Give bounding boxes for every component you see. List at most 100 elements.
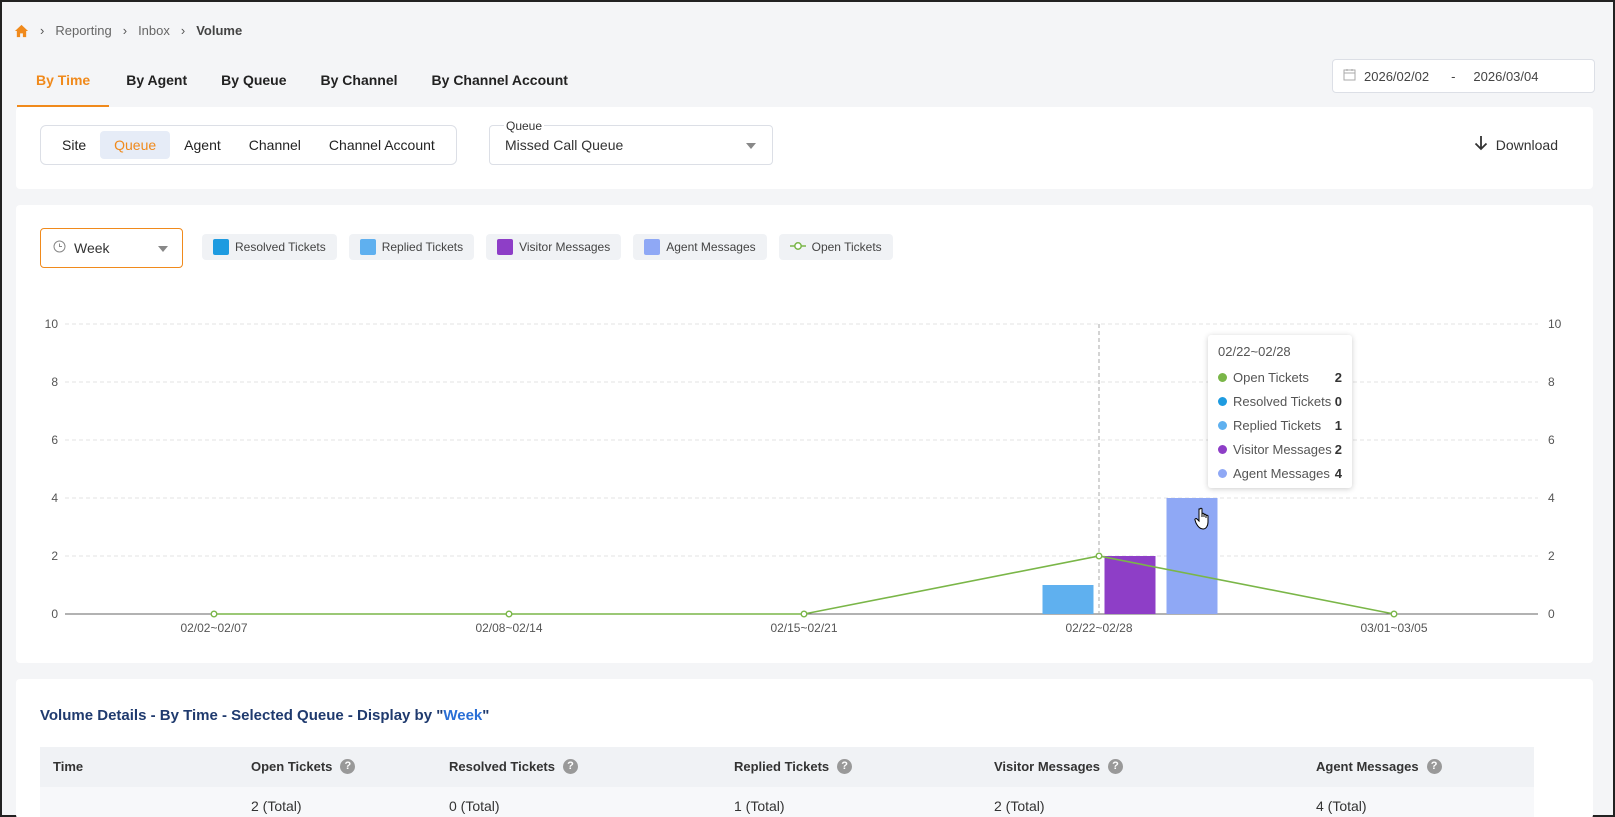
date-start[interactable]: 2026/02/02 [1364,68,1430,84]
queue-select-label: Queue [504,119,545,133]
series-dot [1218,396,1227,406]
legend-swatch [359,239,376,255]
date-separator: - [1451,68,1456,84]
tooltip-value: 2 [1334,441,1342,457]
legend-label: Agent Messages [666,240,756,254]
chart-tooltip: 02/22~02/28 Open Tickets 2 Resolved Tick… [1208,335,1352,488]
series-dot [1218,420,1227,430]
tab-by-time[interactable]: By Time [17,67,110,107]
breadcrumb-reporting[interactable]: Reporting [55,23,112,38]
details-title-period: Week [443,707,483,724]
scope-selector: Site Queue Agent Channel Channel Account [40,125,457,165]
legend-open-tickets[interactable]: Open Tickets [778,234,893,260]
legend-swatch [213,239,229,255]
data-point [210,610,218,618]
bar [1166,498,1218,614]
home-icon[interactable] [14,24,29,38]
filter-panel: Site Queue Agent Channel Channel Account… [16,107,1593,189]
legend-label: Replied Tickets [381,240,464,254]
scope-queue[interactable]: Queue [100,131,171,159]
help-icon[interactable]: ? [562,759,578,774]
legend-agent-messages[interactable]: Agent Messages [633,234,767,260]
hand-cursor-icon [1194,507,1212,536]
column-header-visitor-messages: Visitor Messages? [994,759,1123,774]
period-select[interactable]: Week [40,228,183,268]
column-header-label: Time [53,759,84,774]
scope-agent[interactable]: Agent [184,137,221,153]
y-tick-label-left: 6 [51,433,58,447]
details-title: Volume Details - By Time - Selected Queu… [40,707,489,724]
download-button[interactable]: Download [1474,135,1558,154]
scope-site[interactable]: Site [62,137,87,153]
column-header-agent-messages: Agent Messages? [1316,759,1442,774]
chevron-right-icon: › [122,23,128,38]
breadcrumb-inbox[interactable]: Inbox [138,23,170,38]
legend-resolved-tickets[interactable]: Resolved Tickets [202,234,337,260]
tooltip-row: Visitor Messages 2 [1218,437,1342,461]
calendar-icon [1343,68,1356,84]
series-dot [1218,444,1227,454]
legend-swatch [644,239,661,255]
caret-down-icon [746,143,756,149]
data-point [800,610,808,618]
date-range-picker[interactable]: 2026/02/02 - 2026/03/04 [1332,59,1595,93]
tooltip-value: 2 [1334,369,1342,385]
tooltip-label: Open Tickets [1233,369,1309,385]
cell-open-tickets: 2 (Total) [251,798,302,814]
legend-label: Open Tickets [811,240,882,254]
column-header-resolved-tickets: Resolved Tickets? [449,759,578,774]
tooltip-row: Resolved Tickets 0 [1218,389,1342,413]
help-icon[interactable]: ? [1107,759,1123,774]
x-tick-label: 02/02~02/07 [180,621,247,635]
download-arrow-icon [1474,135,1496,154]
download-label: Download [1495,136,1558,153]
details-title-prefix: Volume Details - By Time - Selected Queu… [40,707,444,724]
column-header-replied-tickets: Replied Tickets? [734,759,853,774]
scope-channel[interactable]: Channel [248,137,301,153]
column-header-label: Resolved Tickets [449,759,555,774]
legend-swatch [497,239,514,255]
tooltip-label: Visitor Messages [1233,441,1332,457]
table-row-total: 2 (Total) 0 (Total) 1 (Total) 2 (Total) … [40,787,1534,817]
bar [1104,556,1156,614]
tab-by-queue[interactable]: By Queue [221,72,287,88]
chevron-right-icon: › [180,23,186,38]
x-tick-label: 03/01~03/05 [1360,621,1427,635]
tooltip-label: Resolved Tickets [1233,393,1332,409]
queue-select-value: Missed Call Queue [505,137,624,153]
report-tabs: By Time By Agent By Queue By Channel By … [17,67,585,107]
legend-visitor-messages[interactable]: Visitor Messages [486,234,622,260]
tooltip-title: 02/22~02/28 [1218,344,1291,359]
help-icon[interactable]: ? [837,759,853,774]
cell-resolved-tickets: 0 (Total) [449,798,500,814]
x-tick-label: 02/22~02/28 [1065,621,1132,635]
x-tick-label: 02/15~02/21 [770,621,837,635]
date-end[interactable]: 2026/03/04 [1473,68,1539,84]
data-point [1095,552,1103,560]
clock-icon [53,240,66,256]
caret-down-icon [158,246,168,252]
series-dot [1218,372,1227,382]
help-icon[interactable]: ? [340,759,356,774]
tooltip-value: 1 [1334,417,1342,433]
y-tick-label-right: 6 [1548,433,1555,447]
tooltip-row: Agent Messages 4 [1218,461,1342,485]
tab-by-channel[interactable]: By Channel [320,72,398,88]
series-dot [1218,468,1227,478]
legend-label: Visitor Messages [519,240,611,254]
y-tick-label-right: 8 [1548,375,1555,389]
y-tick-label-left: 8 [51,375,58,389]
tab-by-channel-account[interactable]: By Channel Account [431,72,568,88]
help-icon[interactable]: ? [1426,759,1442,774]
tooltip-value: 0 [1334,393,1342,409]
queue-select[interactable]: Queue Missed Call Queue [489,119,773,165]
column-header-label: Visitor Messages [994,759,1100,774]
scope-channel-account[interactable]: Channel Account [328,137,435,153]
table-header: Time Open Tickets? Resolved Tickets? Rep… [40,747,1534,787]
y-tick-label-right: 4 [1548,491,1555,505]
legend-replied-tickets[interactable]: Replied Tickets [348,234,475,260]
tooltip-label: Replied Tickets [1233,417,1322,433]
tab-by-agent[interactable]: By Agent [126,72,188,88]
column-header-label: Open Tickets [251,759,333,774]
period-value: Week [74,240,110,256]
